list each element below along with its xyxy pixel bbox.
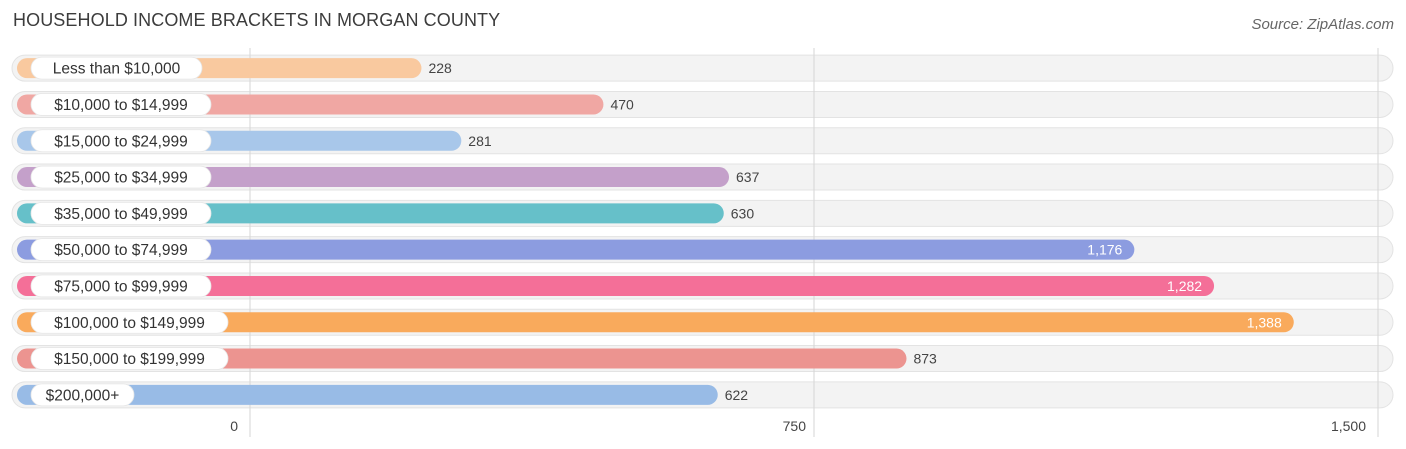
value-label: 1,388 (1247, 314, 1282, 330)
category-label: $200,000+ (46, 387, 120, 404)
category-label: $15,000 to $24,999 (54, 133, 188, 150)
category-label-pill (30, 347, 229, 370)
source-label: Source: ZipAtlas.com (1251, 16, 1394, 33)
value-label: 281 (468, 133, 492, 149)
category-label-pill (30, 56, 203, 80)
bar (17, 348, 907, 369)
value-label: 622 (725, 387, 749, 403)
tick-label: 750 (783, 418, 807, 434)
value-label: 873 (913, 351, 937, 367)
category-label-pill (30, 383, 135, 407)
bar (17, 239, 1135, 260)
value-label: 630 (731, 205, 755, 221)
category-label-pill (30, 310, 229, 334)
category-label-pill (30, 201, 212, 225)
chart-title: HOUSEHOLD INCOME BRACKETS IN MORGAN COUN… (13, 10, 501, 30)
category-label-pill (30, 165, 212, 189)
value-label: 1,282 (1167, 278, 1202, 294)
tick-label: 1,500 (1331, 418, 1366, 434)
value-label: 637 (736, 169, 760, 185)
category-label: $100,000 to $149,999 (54, 315, 205, 332)
category-label-pill (30, 129, 212, 153)
category-label: $35,000 to $49,999 (54, 206, 188, 223)
category-label: $50,000 to $74,999 (54, 242, 188, 259)
value-label: 470 (610, 96, 634, 112)
category-label: $150,000 to $199,999 (54, 351, 205, 368)
value-label: 228 (428, 60, 452, 76)
category-label: $10,000 to $14,999 (54, 97, 188, 114)
category-label-pill (30, 93, 212, 116)
category-label: $25,000 to $34,999 (54, 170, 188, 187)
bar (17, 384, 718, 405)
bar (17, 275, 1215, 296)
bar (17, 312, 1294, 333)
tick-label: 0 (230, 418, 238, 434)
category-label-pill (30, 274, 212, 298)
category-label: Less than $10,000 (53, 61, 181, 78)
category-label: $75,000 to $99,999 (54, 278, 188, 295)
value-label: 1,176 (1087, 242, 1122, 258)
category-label-pill (30, 238, 212, 262)
